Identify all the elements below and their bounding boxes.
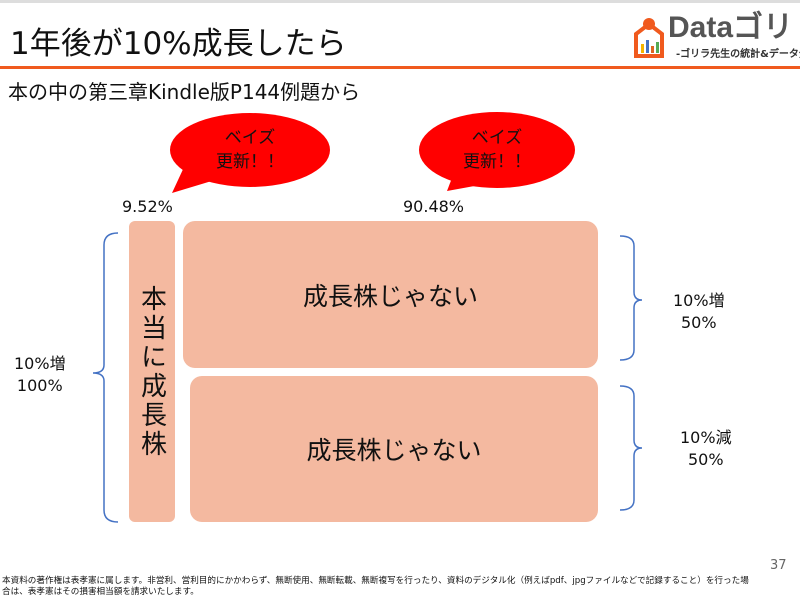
label-right-bottom: 10%減 50% — [680, 427, 732, 471]
slide-subtitle: 本の中の第三章Kindle版P144例題から — [8, 80, 361, 104]
title-rule — [0, 66, 800, 69]
label-right-top: 10%増 50% — [673, 290, 725, 334]
label-line: 10%減 — [680, 428, 732, 447]
bubble-line: ベイズ — [224, 128, 276, 148]
top-border — [0, 0, 800, 3]
box-label: 成長株じゃない — [306, 436, 482, 465]
logo-text: Dataゴリ — [668, 11, 794, 44]
bubble-text-right: ベイズ 更新！！ — [457, 126, 537, 174]
label-left: 10%増 100% — [14, 353, 66, 397]
box-not-growth-top: 成長株じゃない — [183, 221, 598, 368]
label-line: 100% — [16, 376, 63, 395]
gorilla-logo-icon — [634, 18, 664, 58]
logo: Dataゴリ -ゴリラ先生の統計&データ分 — [632, 12, 800, 64]
box-label: 成長株じゃない — [302, 281, 478, 311]
label-line: 50% — [688, 450, 724, 469]
bubble-text-left: ベイズ 更新！！ — [210, 126, 290, 174]
percent-left: 9.52% — [122, 197, 173, 216]
label-line: 10%増 — [673, 291, 725, 310]
logo-tagline: -ゴリラ先生の統計&データ分 — [676, 49, 800, 60]
left-brace — [92, 232, 119, 523]
right-brace-top — [619, 235, 643, 361]
bubble-line: 更新！！ — [216, 152, 284, 172]
page-number: 37 — [770, 558, 787, 573]
copyright-footer: 本資料の著作権は表孝憲に属します。非営利、営利目的にかかわらず、無断使用、無断転… — [2, 576, 749, 597]
right-brace-bottom — [619, 385, 643, 511]
speech-bubble-right — [419, 112, 575, 191]
label-line: 10%増 — [14, 354, 66, 373]
box-not-growth-bottom: 成長株じゃない — [190, 376, 598, 522]
bubble-line: ベイズ — [471, 128, 523, 148]
slide-title: 1年後が10%成長したら — [10, 26, 347, 62]
box-true-growth: 本当に成長株 — [129, 221, 175, 522]
bubble-line: 更新！！ — [463, 152, 531, 172]
percent-right: 90.48% — [403, 197, 465, 216]
label-line: 50% — [681, 313, 717, 332]
speech-bubble-left — [170, 113, 330, 193]
